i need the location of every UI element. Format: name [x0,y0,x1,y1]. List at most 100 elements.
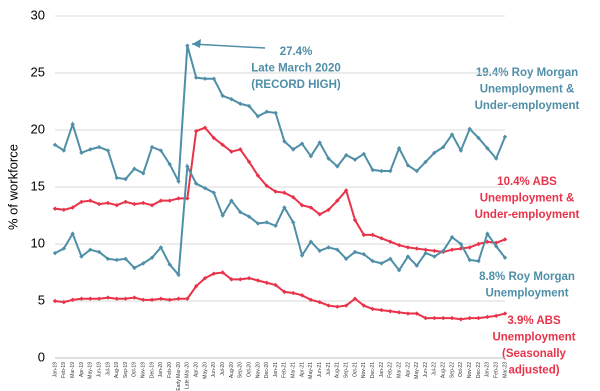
point [229,198,234,203]
point [246,159,252,165]
point [317,248,322,254]
point [405,254,411,259]
point [88,198,93,203]
x-tick-label: Jun-22 [423,362,429,378]
point [476,315,481,321]
x-tick-label: Dec-21 [370,362,376,378]
annotation: Under-employment [475,100,580,112]
point [70,205,75,210]
point [396,146,402,151]
point [52,142,58,148]
point [229,149,234,154]
point [405,245,411,250]
point [211,76,217,81]
point [88,296,93,301]
point [193,128,199,134]
annotation: Unemployment & [480,84,575,96]
point [449,132,455,137]
point [61,299,67,305]
point [229,277,234,282]
point [282,205,287,210]
point [414,311,419,316]
point [220,142,225,148]
point [414,263,419,268]
point [423,315,428,321]
point [458,241,464,247]
point [441,248,446,254]
point [167,162,172,167]
point [114,175,119,181]
point [149,144,155,150]
point [264,220,269,225]
point [141,171,146,176]
point [185,164,190,169]
point [96,201,102,207]
point [467,315,472,321]
x-tick-label: May-22 [414,362,420,379]
point [352,296,358,301]
y-tick-label: 0 [38,349,45,364]
annotation: 19.4% Roy Morgan [476,67,578,79]
x-tick-label: Sep-20 [238,362,244,378]
point [123,296,128,301]
x-tick-label: Dec-19 [149,362,155,378]
annotation: Under-employment [475,209,580,221]
point [79,150,84,155]
annotation: 3.9% ABS [507,315,561,327]
point [326,245,331,250]
series-line [54,162,506,278]
point [273,189,278,194]
point [458,148,464,153]
point [361,232,367,238]
point [149,255,155,260]
point [282,139,287,144]
x-tick-label: Oct-21 [352,362,358,377]
point [79,254,84,259]
point [308,239,314,244]
x-tick-label: Jan-19 [52,362,58,378]
point [96,144,102,150]
point [61,207,67,212]
point [352,157,358,162]
point [379,236,384,241]
point [361,303,367,308]
point [264,280,269,285]
point [423,247,428,252]
point [370,232,375,238]
point [264,109,269,114]
y-tick-label: 10 [31,235,45,250]
annotation: 10.4% ABS [497,176,557,188]
point [167,198,172,203]
point [132,166,137,171]
x-tick-label: May-19 [88,362,94,379]
point [70,231,75,236]
point [185,296,190,301]
point [105,295,111,300]
point [238,101,243,106]
point [132,265,137,271]
point [255,278,261,283]
x-tick-label: Apr-21 [299,362,305,377]
x-tick-label: Early Mar-20 [176,362,182,391]
point [379,168,384,174]
point [114,296,119,301]
x-tick-label: Dec-20 [264,362,270,378]
point [88,147,93,152]
x-tick-label: May-21 [308,362,314,379]
x-tick-label: Feb-20 [167,362,173,378]
x-tick-label: Nov-19 [141,362,147,378]
point [176,196,181,201]
point [158,148,164,153]
x-tick-label: Jun-19 [96,362,102,378]
point [335,304,340,309]
point [211,135,217,141]
point [141,261,146,266]
annotation: (Seasonally [502,348,567,360]
point [176,296,181,301]
y-axis-label: % of workforce [5,144,20,230]
point [317,140,322,145]
y-tick-label: 25 [31,64,45,79]
x-tick-label: Jan-21 [273,362,279,378]
point [105,148,111,153]
